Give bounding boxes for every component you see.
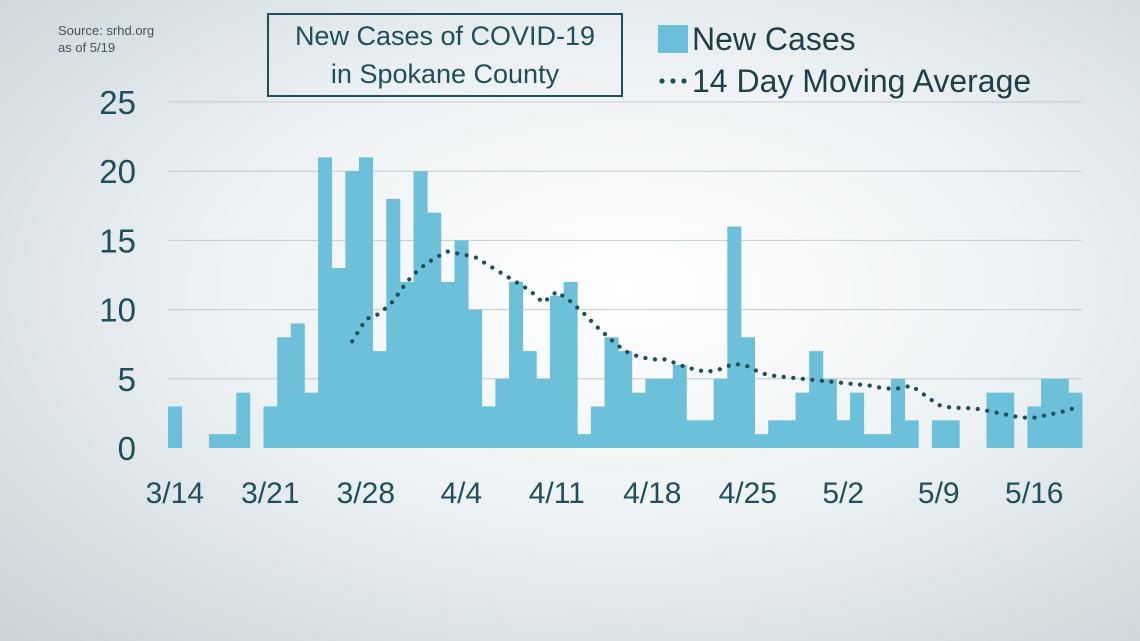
y-tick-label: 10	[99, 292, 136, 329]
x-tick-label: 3/14	[146, 477, 204, 510]
bar	[222, 434, 237, 448]
bar	[672, 364, 687, 448]
x-tick-label: 3/21	[241, 477, 299, 510]
bar	[986, 392, 1001, 448]
bar	[904, 420, 919, 448]
bar	[1068, 392, 1083, 448]
bar	[740, 337, 755, 448]
legend-bar-swatch	[658, 25, 688, 53]
bar	[277, 337, 292, 448]
gridlines	[168, 101, 1082, 380]
bar	[590, 406, 605, 448]
legend-label-moving-average: 14 Day Moving Average	[692, 62, 1032, 99]
y-axis-ticks: 0 5 10 15 20 25	[99, 84, 136, 467]
bar	[536, 378, 551, 448]
y-tick-label: 25	[99, 84, 136, 121]
bar	[713, 378, 728, 448]
bar	[522, 351, 537, 448]
bar	[331, 268, 346, 448]
x-tick-label: 5/16	[1005, 477, 1063, 510]
bar	[863, 434, 878, 448]
chart-title-line-1: New Cases of COVID-19	[294, 21, 596, 51]
bar	[1000, 392, 1015, 448]
bar	[304, 392, 319, 448]
bar	[236, 392, 251, 448]
bar	[168, 406, 183, 448]
bar	[399, 281, 414, 448]
bar	[509, 281, 524, 448]
y-tick-label: 15	[99, 222, 136, 259]
chart-title-line-2: in Spokane County	[330, 59, 560, 89]
bar	[358, 157, 374, 449]
bar	[754, 434, 769, 448]
bar	[645, 378, 660, 448]
x-tick-label: 4/25	[719, 477, 777, 510]
bar	[263, 406, 278, 448]
legend-dotted-line-icon	[659, 78, 687, 84]
legend-label-new-cases: New Cases	[692, 20, 856, 57]
bar	[549, 295, 565, 448]
bar	[836, 420, 851, 448]
bar	[659, 378, 674, 448]
bar	[495, 378, 510, 448]
bar	[577, 434, 592, 448]
bar	[563, 281, 578, 448]
bar	[345, 171, 360, 448]
legend: New Cases 14 Day Moving Average	[658, 18, 1031, 102]
bar	[809, 351, 824, 448]
y-tick-label: 0	[118, 430, 136, 467]
bar	[686, 420, 701, 448]
x-tick-label: 5/2	[822, 477, 864, 510]
bar	[290, 323, 305, 448]
legend-item-new-cases: New Cases	[658, 18, 1031, 60]
bar	[795, 392, 810, 448]
x-axis-ticks: 3/14 3/21 3/28 4/4 4/11 4/18 4/25 5/2 5/9 5/16	[146, 477, 1064, 510]
bar	[877, 434, 892, 448]
bar	[413, 171, 428, 448]
x-tick-label: 4/18	[623, 477, 681, 510]
bar	[945, 420, 960, 448]
bar	[468, 309, 483, 448]
legend-item-moving-average: 14 Day Moving Average	[658, 60, 1031, 102]
bar	[604, 337, 619, 448]
bar	[618, 351, 633, 448]
x-tick-label: 4/4	[440, 477, 482, 510]
bar	[727, 226, 742, 448]
bar	[1041, 378, 1056, 448]
bar	[891, 378, 906, 448]
bar	[440, 281, 455, 448]
bar	[386, 198, 401, 448]
bar	[1027, 406, 1042, 448]
bar	[781, 420, 796, 448]
x-tick-label: 4/11	[529, 477, 585, 510]
y-tick-label: 20	[99, 153, 136, 190]
bar	[850, 392, 865, 448]
bar	[700, 420, 715, 448]
bar	[318, 157, 333, 449]
x-tick-label: 5/9	[918, 477, 960, 510]
as-of-date: as of 5/19	[58, 40, 116, 55]
bar	[631, 392, 646, 448]
y-tick-label: 5	[118, 361, 136, 398]
x-tick-label: 3/28	[337, 477, 395, 510]
bar	[822, 378, 837, 448]
source-line: Source: srhd.org	[58, 23, 155, 38]
bar	[372, 351, 387, 448]
bar	[931, 420, 946, 448]
source-note: Source: srhd.org as of 5/19	[58, 22, 154, 56]
bar	[768, 420, 783, 448]
chart-title-box: New Cases of COVID-19 in Spokane County	[267, 13, 623, 97]
bar	[427, 212, 442, 448]
bar	[454, 240, 469, 448]
bar	[208, 434, 223, 448]
bars-series-new-cases	[168, 157, 1083, 449]
bar	[481, 406, 496, 448]
